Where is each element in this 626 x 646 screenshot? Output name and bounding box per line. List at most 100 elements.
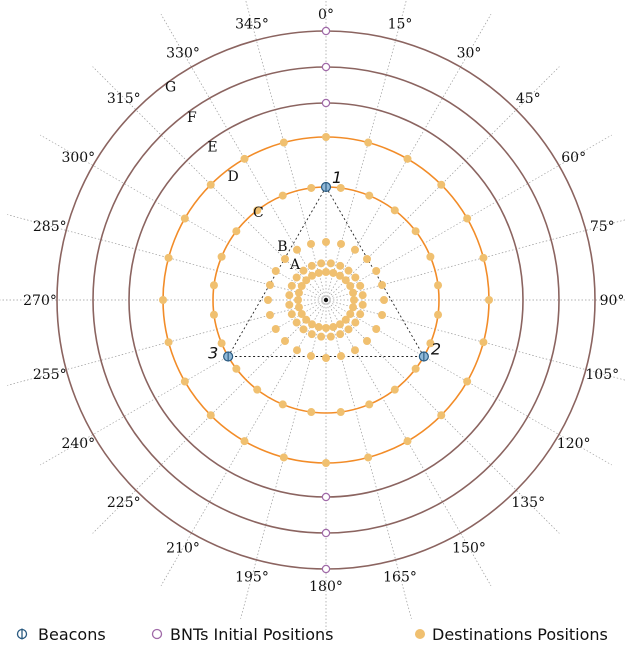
beacon-label: 2 — [431, 340, 441, 359]
destination-point — [326, 332, 335, 341]
destination-point — [358, 291, 367, 300]
destination-point — [287, 310, 296, 319]
destination-point — [206, 411, 215, 420]
destination-point — [240, 437, 249, 446]
destination-point — [363, 337, 372, 346]
destination-point — [322, 354, 330, 362]
destination-point — [479, 338, 488, 347]
destination-point — [232, 364, 241, 373]
angle-label: 225° — [107, 495, 141, 511]
spoke-line — [325, 0, 407, 301]
destination-point — [164, 253, 173, 262]
destination-point — [437, 411, 446, 420]
destination-point — [278, 191, 287, 200]
destination-point — [232, 227, 241, 236]
ring-label: A — [289, 257, 301, 273]
destination-point — [426, 339, 435, 348]
destination-point — [278, 400, 287, 409]
destination-point — [322, 268, 330, 276]
destination-point — [322, 133, 330, 141]
legend-beacons-label: Beacons — [38, 625, 106, 644]
destination-point — [299, 325, 308, 334]
destination-point — [317, 259, 326, 268]
destination-point — [336, 183, 345, 192]
destination-point — [434, 281, 443, 290]
destination-point — [364, 138, 373, 147]
bnt-initial-point — [321, 98, 331, 108]
destination-point — [336, 408, 345, 417]
destination-point — [463, 377, 472, 386]
ring-label: D — [227, 169, 238, 185]
destination-points — [159, 133, 493, 467]
destination-point — [351, 346, 359, 355]
destination-point — [302, 315, 311, 324]
beacon-label: 3 — [208, 344, 218, 363]
destination-point — [264, 296, 272, 304]
destination-point — [349, 288, 358, 297]
destination-point — [437, 180, 446, 189]
destination-point — [344, 266, 353, 275]
angle-label: 30° — [457, 45, 482, 61]
angle-label: 165° — [383, 569, 417, 585]
bnt-initial-points — [321, 26, 331, 574]
destination-point — [378, 280, 387, 289]
angle-label: 150° — [452, 541, 486, 557]
destination-point — [351, 318, 360, 327]
destination-point — [356, 310, 365, 319]
destination-point — [299, 266, 308, 275]
destination-point — [485, 296, 493, 304]
destination-point — [285, 300, 294, 309]
destination-point — [297, 310, 306, 318]
bnt-initial-point — [321, 492, 331, 502]
destination-point — [322, 324, 330, 332]
bnt-initial-point — [321, 62, 331, 72]
destination-point — [285, 291, 294, 300]
destination-point — [209, 281, 218, 290]
bnt-initial-point — [321, 26, 331, 36]
ring-label: F — [187, 110, 197, 126]
destination-point — [463, 214, 472, 223]
destination-point — [265, 280, 274, 289]
destination-point — [426, 252, 435, 261]
destination-point — [351, 245, 359, 254]
destination-point — [292, 318, 301, 327]
destination-point — [390, 206, 399, 215]
angle-label: 285° — [33, 219, 67, 235]
destination-point — [372, 267, 381, 275]
angle-label: 315° — [107, 91, 141, 107]
angle-label: 300° — [61, 150, 95, 166]
destination-point — [341, 315, 350, 324]
destination-point — [307, 183, 316, 192]
destination-point — [380, 296, 388, 304]
destination-point — [479, 253, 488, 262]
angle-label: 330° — [166, 45, 200, 61]
destination-point — [356, 281, 365, 290]
destination-point — [217, 339, 226, 348]
destination-point — [314, 323, 323, 332]
angle-label: 345° — [235, 17, 269, 33]
destination-point — [308, 320, 316, 329]
angle-label: 210° — [166, 541, 200, 557]
destination-point — [411, 364, 420, 373]
destination-point — [378, 311, 387, 320]
angle-label: 0° — [318, 7, 334, 23]
angle-label: 255° — [33, 367, 67, 383]
destination-point — [306, 239, 315, 248]
angle-label: 240° — [61, 436, 95, 452]
angle-label: 45° — [516, 91, 541, 107]
ring-label: C — [253, 205, 264, 221]
destination-point — [306, 352, 315, 361]
destination-point — [206, 180, 215, 189]
legend-bnts-label: BNTs Initial Positions — [170, 625, 333, 644]
destination-point — [293, 346, 301, 355]
destination-point — [287, 281, 296, 290]
destination-point — [293, 245, 301, 254]
destination-point — [322, 238, 330, 246]
destination-point — [180, 377, 189, 386]
spoke-line — [325, 299, 626, 381]
legend-bnt-icon — [151, 628, 163, 640]
ring-label: B — [277, 239, 287, 255]
destination-point — [336, 320, 344, 329]
destination-point — [337, 239, 346, 248]
